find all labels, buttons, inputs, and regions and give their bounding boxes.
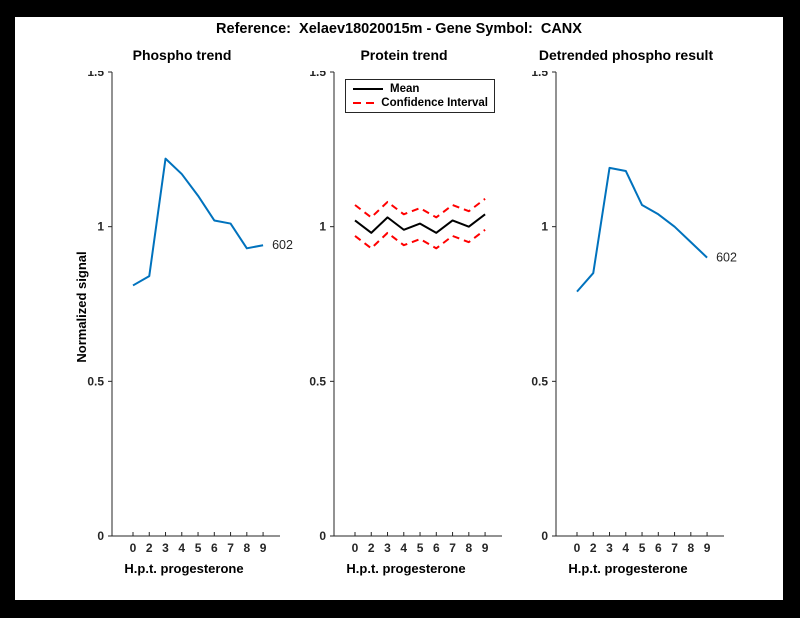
x-tick-label: 6	[211, 541, 218, 555]
y-tick-label: 1	[541, 220, 548, 234]
y-tick-label: 0	[97, 529, 104, 543]
y-tick-label: 0	[319, 529, 326, 543]
x-tick-label: 5	[195, 541, 202, 555]
figure-title: Reference: Xelaev18020015m - Gene Symbol…	[216, 21, 582, 37]
confidence-interval-swatch	[353, 102, 376, 104]
y-tick-label: 1	[97, 220, 104, 234]
x-axis-label: H.p.t. progesterone	[568, 561, 687, 576]
legend-item-confidence-interval: Confidence Interval	[352, 97, 488, 109]
x-tick-label: 9	[482, 541, 489, 555]
x-axis-label: H.p.t. progesterone	[124, 561, 243, 576]
series-line-mean	[354, 213, 486, 234]
legend-label-confidence-interval: Confidence Interval	[381, 97, 488, 109]
x-tick-label: 2	[368, 541, 375, 555]
x-tick-label: 5	[639, 541, 646, 555]
x-tick-label: 9	[704, 541, 711, 555]
y-tick-label: 1.5	[531, 71, 548, 79]
subplot-title-detrended-phospho: Detrended phospho result	[538, 47, 714, 63]
y-tick-label: 1	[319, 220, 326, 234]
series-line-phospho-602	[132, 157, 264, 287]
x-tick-label: 7	[449, 541, 456, 555]
y-tick-label: 0.5	[87, 374, 104, 388]
x-tick-label: 7	[227, 541, 234, 555]
x-tick-label: 9	[260, 541, 267, 555]
figure-canvas: Reference: Xelaev18020015m - Gene Symbol…	[15, 17, 783, 600]
y-tick-label: 1.5	[87, 71, 104, 79]
x-tick-label: 8	[243, 541, 250, 555]
legend-box: Mean Confidence Interval	[345, 79, 495, 113]
x-tick-label: 7	[671, 541, 678, 555]
x-tick-label: 2	[146, 541, 153, 555]
x-tick-label: 3	[162, 541, 169, 555]
x-tick-label: 6	[655, 541, 662, 555]
x-tick-label: 8	[465, 541, 472, 555]
series-end-label: 602	[716, 251, 737, 265]
y-tick-label: 1.5	[309, 71, 326, 79]
legend-label-mean: Mean	[390, 83, 420, 95]
x-tick-label: 0	[574, 541, 581, 555]
subplot-detrended-phospho: Detrended phospho result 0 0.5 1 1.5 0 2 3 4 5 6 7…	[511, 47, 741, 595]
x-tick-label: 3	[606, 541, 613, 555]
subplot-protein-trend: Protein trend 0 0.5 1 1.5 0 2 3 4 5 6 7 8 9 H.p.t. pr…	[289, 47, 519, 595]
x-tick-label: 4	[400, 541, 407, 555]
x-tick-label: 4	[178, 541, 185, 555]
x-tick-label: 2	[590, 541, 597, 555]
series-line-confidence-interval-lower	[354, 228, 486, 250]
x-tick-label: 4	[622, 541, 629, 555]
x-tick-label: 6	[433, 541, 440, 555]
series-line-confidence-interval-upper	[354, 198, 486, 219]
protein-trend-plot: 00.511.50 2 3 4 5 6 7 8 9H.p.t. progesterone	[309, 71, 502, 576]
subplot-title-phospho-trend: Phospho trend	[132, 47, 232, 63]
subplot-phospho-trend: Phospho trend 0 0.5 1 1.5 0 2 3 4 5 6 7 8 9 H.p.t. pr…	[67, 47, 297, 595]
y-tick-label: 0.5	[309, 374, 326, 388]
mean-line-swatch	[353, 88, 383, 90]
x-tick-label: 8	[687, 541, 694, 555]
x-tick-label: 0	[130, 541, 137, 555]
y-tick-label: 0	[541, 529, 548, 543]
y-tick-label: 0.5	[531, 374, 548, 388]
x-tick-label: 3	[384, 541, 391, 555]
x-tick-label: 5	[417, 541, 424, 555]
series-line-detrended-602	[576, 166, 708, 293]
x-axis-label: H.p.t. progesterone	[346, 561, 465, 576]
series-end-label: 602	[272, 238, 293, 252]
subplot-title-protein-trend: Protein trend	[360, 47, 448, 63]
legend-item-mean: Mean	[352, 83, 488, 95]
x-tick-label: 0	[352, 541, 359, 555]
